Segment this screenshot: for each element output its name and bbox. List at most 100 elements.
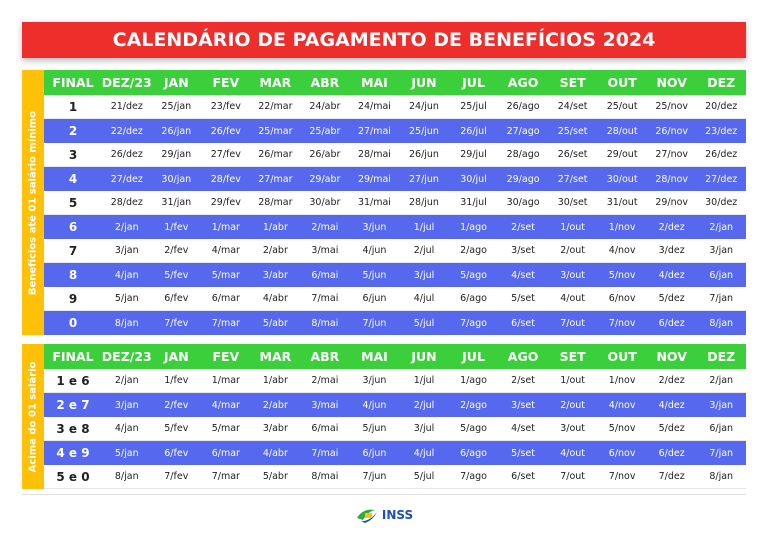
date-cell: 5/set [511, 447, 535, 459]
header-cell: NOV [656, 349, 687, 364]
table-row: 7 3/jan 2/fev 4/mar 2/abr 3/mai 4/jun 2/jul 2/ag… [44, 239, 746, 263]
date-cell: 1/jul [413, 375, 435, 386]
date-cell: 1/ago [460, 375, 487, 386]
date-cell: 1/nov [608, 221, 636, 233]
date-cell: 6/mar [211, 293, 240, 304]
header-cell: DEZ [707, 349, 736, 364]
date-cell: 31/jan [161, 197, 192, 208]
date-cell: 31/jul [460, 197, 487, 208]
date-cell: 5/mar [211, 423, 240, 434]
date-cell: 3/set [511, 399, 535, 411]
header-cell: ABR [310, 75, 340, 90]
final-cell: 4 [68, 172, 78, 186]
date-cell: 2/fev [164, 245, 189, 256]
date-cell: 3/jul [413, 269, 435, 281]
date-cell: 2/dez [658, 221, 685, 233]
date-cell: 4/jun [362, 399, 387, 411]
date-cell: 1/nov [608, 375, 636, 386]
date-cell: 2/ago [460, 245, 487, 256]
date-cell: 5/jul [413, 317, 435, 329]
date-cell: 1/fev [164, 375, 189, 386]
date-cell: 22/dez [110, 125, 143, 137]
table-row: 3 26/dez 29/jan 27/fev 26/mar 26/abr 28/mai 26/… [44, 143, 746, 167]
date-cell: 28/nov [655, 173, 689, 185]
date-cell: 30/ago [506, 197, 540, 208]
date-cell: 5/jan [114, 293, 139, 304]
date-cell: 7/jan [709, 293, 734, 304]
date-cell: 7/ago [460, 317, 487, 329]
date-cell: 7/dez [658, 471, 685, 482]
date-cell: 7/nov [608, 317, 636, 329]
date-cell: 3/set [511, 245, 535, 256]
date-cell: 1/mar [211, 221, 240, 233]
date-cell: 29/fev [210, 197, 241, 208]
table-row: 0 8/jan 7/fev 7/mar 5/abr 8/mai 7/jun 5/jul 7/ag… [44, 311, 746, 335]
date-cell: 29/ago [506, 173, 540, 185]
date-cell: 2/jan [114, 221, 139, 233]
header-cell: DEZ/23 [101, 75, 152, 90]
date-cell: 27/dez [705, 173, 738, 185]
date-cell: 27/ago [506, 125, 540, 137]
header-cell: MAR [259, 75, 292, 90]
header-cell: JAN [163, 75, 189, 90]
date-cell: 7/jun [362, 471, 387, 482]
date-cell: 26/nov [655, 125, 689, 137]
date-cell: 1/out [560, 375, 586, 386]
date-cell: 29/jul [460, 149, 487, 160]
header-row: FINAL DEZ/23 JAN FEV MAR ABR MAI JUN JUL AGO SET OU… [44, 344, 746, 369]
date-cell: 3/jun [362, 221, 387, 233]
date-cell: 4/abr [262, 293, 288, 304]
date-cell: 4/set [511, 269, 535, 281]
header-cell: MAI [361, 75, 388, 90]
final-cell: 5 e 0 [56, 469, 90, 484]
date-cell: 3/jan [114, 399, 139, 411]
date-cell: 1/abr [262, 221, 288, 233]
date-cell: 6/mar [211, 447, 240, 459]
date-cell: 7/out [560, 317, 586, 329]
date-cell: 8/jan [709, 471, 734, 482]
date-cell: 1/ago [460, 221, 487, 233]
date-cell: 4/dez [658, 269, 685, 281]
date-cell: 26/jan [161, 125, 192, 137]
header-cell: SET [559, 75, 586, 90]
date-cell: 30/abr [309, 197, 341, 208]
date-cell: 7/nov [608, 471, 636, 482]
date-cell: 21/dez [110, 101, 143, 112]
date-cell: 2/mai [311, 375, 339, 386]
date-cell: 4/jan [114, 269, 139, 281]
table-row: 5 e 0 8/jan 7/fev 7/mar 5/abr 8/mai 7/jun 5/jul… [44, 465, 746, 489]
header-cell: AGO [507, 349, 539, 364]
date-cell: 3/jan [709, 245, 734, 256]
date-cell: 31/out [606, 197, 638, 208]
date-cell: 30/jul [460, 173, 487, 185]
date-cell: 6/dez [658, 447, 685, 459]
date-cell: 4/jul [413, 447, 435, 459]
date-cell: 26/dez [705, 149, 738, 160]
date-cell: 6/jun [362, 447, 387, 459]
header-cell: ABR [310, 349, 340, 364]
date-cell: 25/jan [161, 101, 192, 112]
date-cell: 2/out [560, 245, 586, 256]
date-cell: 28/mai [357, 149, 391, 160]
logo-text: INSS [381, 508, 414, 522]
date-cell: 27/mar [258, 173, 293, 185]
date-cell: 4/abr [262, 447, 288, 459]
final-cell: 4 e 9 [56, 446, 90, 460]
date-cell: 26/fev [210, 125, 241, 137]
date-cell: 25/set [557, 125, 588, 137]
title: CALENDÁRIO DE PAGAMENTO DE BENEFÍCIOS 20… [22, 22, 746, 58]
date-cell: 5/abr [262, 317, 288, 329]
date-cell: 30/jan [161, 173, 192, 185]
date-cell: 5/jan [114, 447, 139, 459]
date-cell: 30/dez [705, 197, 738, 208]
header-cell: NOV [656, 75, 687, 90]
date-cell: 25/nov [655, 101, 689, 112]
date-cell: 7/ago [460, 471, 487, 482]
header-cell: SET [559, 349, 586, 364]
header-cell: JAN [163, 349, 189, 364]
date-cell: 29/jan [161, 149, 192, 160]
date-cell: 28/out [606, 125, 638, 137]
date-cell: 25/jul [460, 101, 487, 112]
date-cell: 23/dez [705, 125, 738, 137]
date-cell: 26/abr [309, 149, 341, 160]
